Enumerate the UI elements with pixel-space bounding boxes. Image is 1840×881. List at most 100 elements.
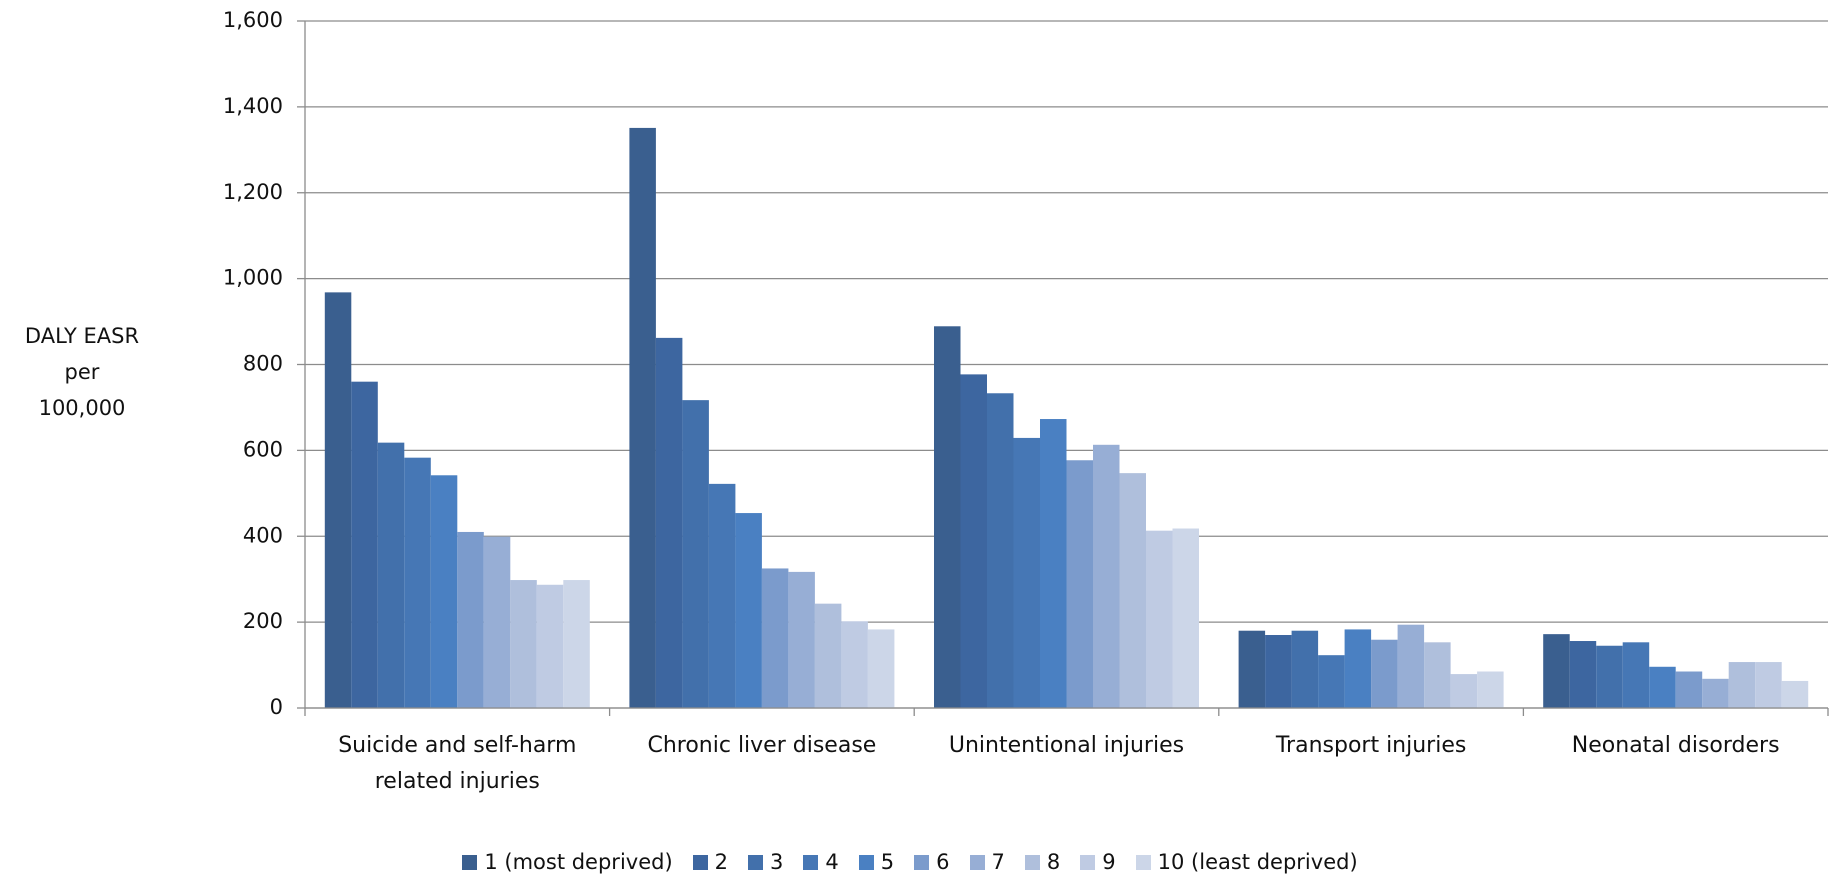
bar <box>1728 662 1756 708</box>
bar <box>708 483 736 708</box>
y-tick-label: 400 <box>243 523 283 547</box>
bar <box>563 580 590 708</box>
legend-item: 2 <box>692 850 729 874</box>
bar <box>629 127 656 709</box>
legend-swatch <box>1135 854 1151 870</box>
bar <box>1702 678 1729 708</box>
bar <box>1265 635 1292 708</box>
legend-label: 9 <box>1102 850 1116 874</box>
bar <box>1146 530 1173 708</box>
legend-swatch <box>692 854 708 870</box>
legend-label: 2 <box>714 850 729 874</box>
legend: 1 (most deprived) 2 3 4 5 6 7 8 9 10 (least depri… <box>0 850 1840 874</box>
legend-item: 4 <box>803 850 839 874</box>
bar <box>483 536 511 708</box>
bar <box>986 393 1014 708</box>
x-tick-label: Chronic liver disease <box>647 733 877 758</box>
bar <box>867 629 895 708</box>
legend-item: 7 <box>969 850 1005 874</box>
y-axis-label: 100,000 <box>39 396 126 420</box>
bar <box>1318 655 1345 708</box>
bar <box>1543 634 1570 708</box>
legend-swatch <box>1024 854 1040 870</box>
bar <box>1397 624 1425 708</box>
bar <box>1344 629 1372 708</box>
bar <box>814 603 842 708</box>
y-tick-label: 1,200 <box>223 180 283 204</box>
legend-item: 8 <box>1024 850 1061 874</box>
legend-label: 5 <box>880 850 895 874</box>
bar <box>510 580 537 708</box>
bar <box>1477 671 1504 708</box>
legend-swatch <box>1080 854 1096 870</box>
y-tick-label: 1,400 <box>223 94 283 118</box>
y-tick-label: 1,000 <box>223 266 283 290</box>
x-tick-label: Unintentional injuries <box>948 733 1185 758</box>
bar <box>841 621 868 708</box>
bar <box>351 381 378 708</box>
legend-label: 6 <box>936 850 950 874</box>
legend-label: 10 (least deprived) <box>1157 850 1358 874</box>
bar <box>1371 639 1398 708</box>
legend-item: 3 <box>748 850 783 874</box>
legend-swatch <box>969 854 985 870</box>
legend-item: 10 (least deprived) <box>1135 850 1358 874</box>
bar <box>404 457 431 708</box>
legend-item: 1 (most deprived) <box>462 850 673 874</box>
legend-label: 4 <box>825 850 839 874</box>
legend-swatch <box>858 854 874 870</box>
bar <box>655 337 683 708</box>
bar <box>1781 680 1809 708</box>
bar <box>735 513 762 708</box>
legend-label: 8 <box>1046 850 1061 874</box>
y-tick-label: 0 <box>270 695 283 719</box>
legend-label: 7 <box>991 850 1005 874</box>
bar <box>682 400 709 708</box>
legend-swatch <box>748 854 764 870</box>
legend-item: 6 <box>914 850 950 874</box>
x-tick-label: Neonatal disorders <box>1571 733 1780 758</box>
y-axis-label: DALY EASR <box>25 324 139 348</box>
bar <box>1569 641 1597 708</box>
y-tick-label: 600 <box>243 437 283 461</box>
x-tick-label: Transport injuries <box>1275 733 1467 758</box>
bar <box>1424 642 1451 708</box>
bar <box>1291 630 1319 708</box>
bar <box>761 568 789 708</box>
bar <box>1675 671 1703 708</box>
bar <box>536 584 564 708</box>
bar <box>1755 662 1782 708</box>
legend-item: 5 <box>858 850 895 874</box>
legend-swatch <box>462 854 478 870</box>
bar <box>457 531 484 708</box>
bar <box>1039 419 1067 708</box>
legend-label: 3 <box>770 850 784 874</box>
legend-item: 9 <box>1080 850 1116 874</box>
legend-label: 1 (most deprived) <box>484 850 673 874</box>
y-tick-label: 800 <box>243 352 283 376</box>
bar <box>1450 674 1478 708</box>
bar <box>1649 666 1676 708</box>
y-tick-label: 200 <box>243 609 283 633</box>
legend-swatch <box>914 854 930 870</box>
bar <box>324 292 352 708</box>
bar <box>1013 437 1040 708</box>
y-tick-label: 1,600 <box>223 8 283 32</box>
x-tick-label: Suicide and self-harm related injuries <box>338 733 577 794</box>
bar <box>960 374 987 708</box>
bar <box>1093 444 1120 708</box>
bar <box>377 442 405 708</box>
bar <box>1238 630 1266 708</box>
bar <box>933 326 961 708</box>
legend-swatch <box>803 854 819 870</box>
bar <box>430 475 458 708</box>
bar <box>1622 642 1650 708</box>
bar <box>1596 645 1623 708</box>
bar <box>1172 528 1200 708</box>
bar <box>1066 460 1094 708</box>
bar <box>1119 473 1147 708</box>
bar <box>788 571 815 708</box>
y-axis-label: per <box>65 360 100 384</box>
